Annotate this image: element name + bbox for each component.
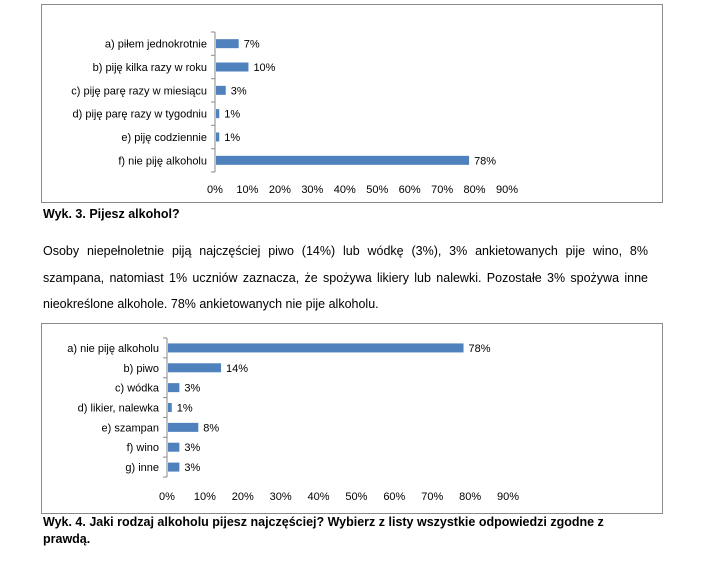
chart2-value-label: 3% (184, 462, 200, 474)
chart2-x-tick-label: 30% (270, 491, 292, 503)
chart1-value-label: 3% (231, 85, 247, 97)
chart2-x-tick-label: 60% (383, 491, 405, 503)
chart2-x-tick-label: 10% (194, 491, 216, 503)
chart2-bar (168, 383, 180, 393)
chart1-bar (216, 132, 220, 142)
body-paragraph: Osoby niepełnoletnie piją najczęściej pi… (43, 244, 648, 311)
chart2-value-label: 3% (184, 442, 200, 454)
chart-alcohol-frequency: a) piłem jednokrotnie 7% b) piję kilka raz… (41, 4, 663, 203)
chart2-bar (168, 442, 180, 452)
chart1-x-tick-label: 10% (236, 184, 258, 196)
chart1-x-tick-label: 0% (207, 184, 223, 196)
chart2-category-label: b) piwo (124, 363, 159, 375)
chart2-category-label: c) wódka (115, 383, 160, 395)
chart-alcohol-type: a) nie piję alkoholu 78% b) piwo 14% c) wódk… (41, 323, 663, 514)
chart1-x-tick-label: 70% (431, 184, 453, 196)
chart1-bar (216, 155, 470, 165)
chart2-bar (168, 343, 464, 353)
chart2-bar (168, 363, 222, 373)
chart1-x-tick-label: 60% (399, 184, 421, 196)
chart2-value-label: 1% (177, 403, 193, 415)
chart2-x-tick-label: 0% (159, 491, 175, 503)
chart1-value-label: 10% (253, 62, 275, 74)
chart1-category-label: a) piłem jednokrotnie (105, 39, 207, 51)
chart2-bar (168, 403, 172, 412)
chart1-x-tick-label: 30% (301, 184, 323, 196)
chart1-category-label: f) nie piję alkoholu (118, 155, 207, 167)
chart1-bar (216, 109, 220, 119)
chart1-category-label: b) piję kilka razy w roku (93, 62, 207, 74)
chart1-x-tick-label: 80% (464, 184, 486, 196)
chart1-caption: Wyk. 3. Pijesz alkohol? (43, 207, 180, 221)
chart2-category-label: g) inne (125, 462, 159, 474)
chart2-value-label: 14% (226, 363, 248, 375)
chart1-category-label: c) piję parę razy w miesiącu (71, 85, 207, 97)
chart1-x-tick-label: 50% (366, 184, 388, 196)
chart1-value-label: 1% (224, 109, 240, 121)
chart1-x-tick-label: 20% (269, 184, 291, 196)
chart2-x-tick-label: 50% (345, 491, 367, 503)
chart2-value-label: 8% (203, 422, 219, 434)
chart2-x-tick-label: 80% (459, 491, 481, 503)
chart2-category-label: f) wino (127, 442, 159, 454)
chart1-category-label: d) piję parę razy w tygodniu (72, 109, 207, 121)
chart2-category-label: d) likier, nalewka (78, 403, 160, 415)
chart1-bar (216, 39, 239, 49)
chart1-x-tick-label: 40% (334, 184, 356, 196)
chart2-x-tick-label: 90% (497, 491, 519, 503)
chart1-category-label: e) piję codziennie (121, 132, 207, 144)
chart1-bar (216, 85, 226, 95)
chart1-value-label: 1% (224, 132, 240, 144)
chart1-x-tick-label: 90% (496, 184, 518, 196)
chart1-value-label: 7% (244, 39, 260, 51)
chart1-value-label: 78% (474, 155, 496, 167)
chart2-value-label: 78% (469, 343, 491, 355)
chart2-category-label: e) szampan (102, 422, 159, 434)
chart2-bar (168, 422, 199, 432)
chart2-x-tick-label: 40% (308, 491, 330, 503)
chart2-x-tick-label: 20% (232, 491, 254, 503)
chart-alcohol-frequency-svg: a) piłem jednokrotnie 7% b) piję kilka raz… (71, 31, 518, 196)
chart1-bar (216, 62, 249, 72)
chart2-bar (168, 462, 180, 472)
chart2-caption: Wyk. 4. Jaki rodzaj alkoholu pijesz najc… (43, 515, 604, 546)
chart2-category-label: a) nie piję alkoholu (67, 343, 159, 355)
chart-alcohol-type-svg: a) nie piję alkoholu 78% b) piwo 14% c) wódk… (67, 337, 519, 503)
chart2-x-tick-label: 70% (421, 491, 443, 503)
chart2-value-label: 3% (184, 383, 200, 395)
